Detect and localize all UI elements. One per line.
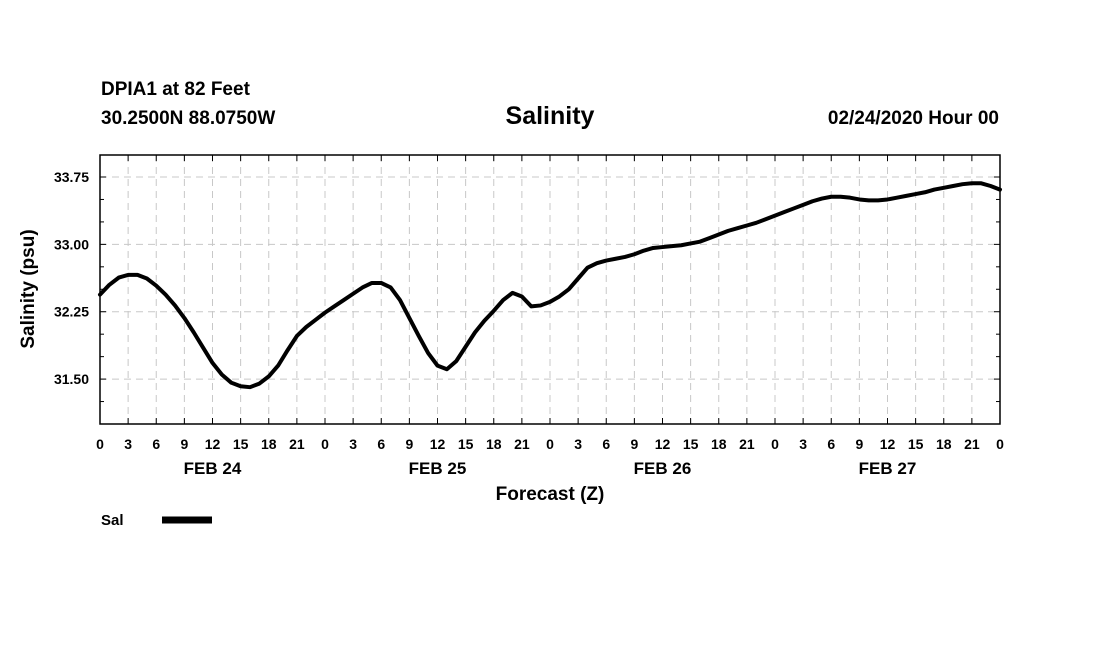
x-tick-label: 0	[546, 436, 554, 452]
y-tick-label: 32.25	[54, 304, 89, 320]
forecast-datetime: 02/24/2020 Hour 00	[828, 108, 999, 129]
y-axis-label: Salinity (psu)	[18, 229, 39, 348]
x-tick-label: 12	[655, 436, 671, 452]
x-tick-label: 3	[799, 436, 807, 452]
x-tick-label: 6	[602, 436, 610, 452]
series-line-sal	[98, 181, 1002, 390]
x-tick-label: 9	[855, 436, 863, 452]
series-layer	[98, 181, 1002, 390]
label-layer: 0 3 6 9 12 15 18 21 0 3 6 9 12 15 18 21 0 3 6 9 12 15 18 21 0 3 6 9…	[54, 169, 1004, 478]
y-tick-label: 31.50	[54, 371, 89, 387]
x-tick-label: 21	[289, 436, 305, 452]
x-tick-label: 18	[711, 436, 727, 452]
x-tick-label: 21	[964, 436, 980, 452]
chart-title: Salinity	[506, 102, 595, 130]
day-label: FEB 24	[184, 459, 242, 478]
x-axis-label: Forecast (Z)	[496, 484, 605, 505]
day-label: FEB 27	[859, 459, 917, 478]
x-tick-label: 6	[377, 436, 385, 452]
x-tick-label: 0	[996, 436, 1004, 452]
x-tick-label: 9	[180, 436, 188, 452]
coordinates-label: 30.2500N 88.0750W	[101, 108, 275, 129]
x-tick-label: 15	[908, 436, 924, 452]
x-tick-label: 3	[574, 436, 582, 452]
x-tick-label: 12	[205, 436, 221, 452]
x-tick-label: 6	[827, 436, 835, 452]
x-tick-label: 21	[514, 436, 530, 452]
legend-label: Sal	[101, 512, 124, 529]
x-tick-label: 18	[486, 436, 502, 452]
x-tick-label: 3	[124, 436, 132, 452]
x-tick-label: 9	[630, 436, 638, 452]
x-tick-label: 15	[233, 436, 249, 452]
x-tick-label: 9	[405, 436, 413, 452]
x-tick-label: 18	[936, 436, 952, 452]
x-tick-label: 0	[96, 436, 104, 452]
x-tick-label: 0	[771, 436, 779, 452]
grid-layer	[100, 155, 1000, 424]
station-label: DPIA1 at 82 Feet	[101, 79, 251, 100]
x-tick-label: 0	[321, 436, 329, 452]
tick-layer	[99, 155, 1001, 425]
x-tick-label: 6	[152, 436, 160, 452]
x-tick-label: 18	[261, 436, 277, 452]
day-label: FEB 26	[634, 459, 692, 478]
y-tick-label: 33.00	[54, 236, 89, 252]
x-tick-label: 12	[430, 436, 446, 452]
x-tick-label: 21	[739, 436, 755, 452]
day-label: FEB 25	[409, 459, 467, 478]
x-tick-label: 15	[683, 436, 699, 452]
y-tick-label: 33.75	[54, 169, 89, 185]
x-tick-label: 12	[880, 436, 896, 452]
x-tick-label: 3	[349, 436, 357, 452]
x-tick-label: 15	[458, 436, 474, 452]
